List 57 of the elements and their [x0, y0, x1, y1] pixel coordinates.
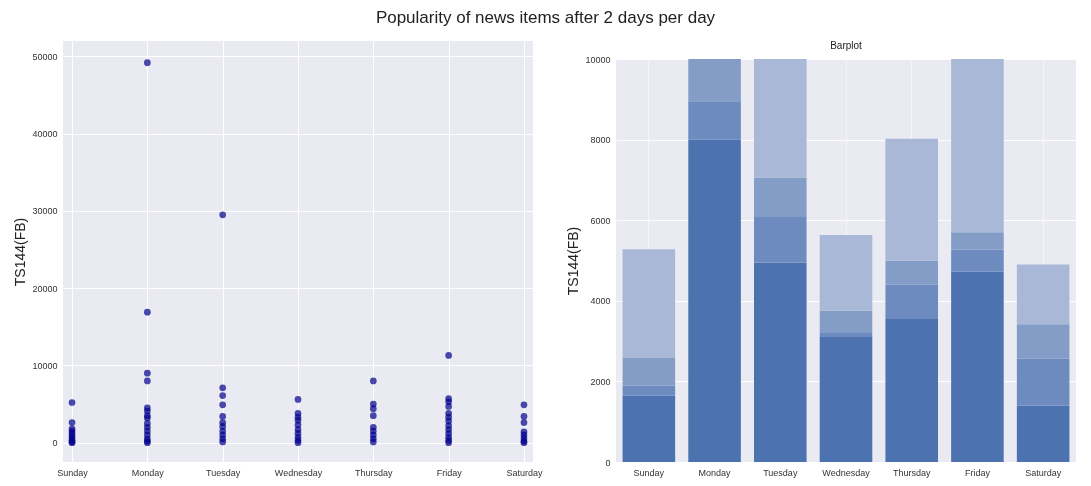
bar: [1016, 324, 1070, 359]
y-tick-label: 40000: [32, 129, 58, 140]
bar: [885, 318, 938, 462]
bar: [688, 59, 741, 102]
bar: [622, 358, 676, 386]
x-tick-label: Thursday: [355, 467, 394, 478]
x-tick-label: Friday: [964, 467, 991, 478]
x-tick-label: Friday: [436, 467, 463, 478]
bar: [622, 249, 676, 359]
y-tick-label: 10000: [32, 360, 58, 371]
bar: [1016, 358, 1070, 406]
bar: [885, 260, 938, 285]
x-tick-label: Saturday: [506, 467, 543, 478]
bar: [754, 59, 807, 178]
y-tick-label: 2000: [590, 376, 611, 387]
x-tick-label: Saturday: [1025, 467, 1062, 478]
bar: [819, 337, 873, 462]
x-tick-label: Sunday: [633, 467, 665, 478]
y-tick-label: 8000: [590, 135, 611, 146]
x-tick-label: Tuesday: [206, 467, 241, 478]
bar: [754, 262, 807, 462]
x-tick-label: Monday: [698, 467, 732, 478]
bar: [885, 138, 938, 261]
chart-title: Barplot: [830, 40, 863, 51]
bar: [754, 177, 807, 217]
x-tick-label: Wednesday: [274, 467, 323, 478]
bar: [688, 101, 741, 140]
bar: [622, 385, 676, 396]
bar: [688, 139, 741, 462]
y-tick-label: 50000: [32, 51, 58, 62]
y-tick-label: 0: [52, 438, 58, 449]
bar: [819, 310, 873, 334]
x-tick-label: Thursday: [892, 467, 931, 478]
y-tick-label: 0: [605, 457, 611, 468]
y-tick-label: 4000: [590, 296, 611, 307]
bar: [951, 271, 1004, 462]
bar: [819, 235, 873, 311]
x-tick-label: Tuesday: [763, 467, 798, 478]
y-axis-title: TS144(FB): [565, 226, 582, 296]
bar: [622, 395, 676, 462]
y-tick-label: 20000: [32, 283, 58, 294]
bar: [1016, 264, 1070, 325]
x-tick-label: Monday: [131, 467, 165, 478]
bar: [1016, 405, 1070, 462]
x-tick-label: Sunday: [57, 467, 89, 478]
y-tick-label: 30000: [32, 206, 58, 217]
x-tick-label: Wednesday: [822, 467, 871, 478]
bar: [819, 333, 873, 338]
bar: [951, 232, 1004, 250]
bar: [951, 59, 1004, 233]
y-tick-label: 6000: [590, 215, 611, 226]
bar: [951, 249, 1004, 272]
y-axis-title: TS144(FB): [12, 217, 29, 287]
bar: [885, 284, 938, 319]
y-tick-label: 10000: [585, 54, 611, 65]
chart-title: Popularity of news items after 2 days per day: [374, 7, 717, 29]
bar: [754, 216, 807, 263]
